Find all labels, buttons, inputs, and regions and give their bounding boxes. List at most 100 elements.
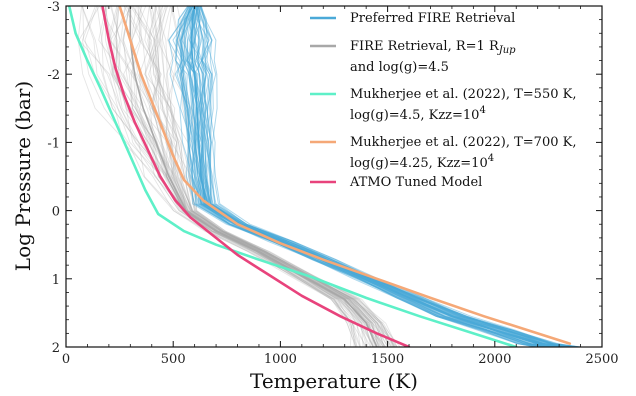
preferred-fire-sample-line xyxy=(178,6,556,347)
x-tick-label: 2000 xyxy=(478,352,511,367)
y-tick-label: -1 xyxy=(47,136,60,151)
legend-label: ATMO Tuned Model xyxy=(349,175,482,190)
ticks-layer: 0 500 1000 1500 2000 2500 -3 -2 -1 0 1 2 xyxy=(47,0,618,367)
preferred-fire-sample-line xyxy=(179,6,549,347)
fire-r1-sample-line xyxy=(96,6,357,347)
fire-r1-sample-line xyxy=(115,6,398,347)
preferred-fire-sample-line xyxy=(179,6,547,347)
preferred-fire-sample-line xyxy=(175,6,561,347)
fire-r1-sample-line xyxy=(147,6,398,347)
legend-entry-fire-r1: FIRE Retrieval, R=1 RJup and log(g)=4.5 xyxy=(310,39,516,75)
legend-entry-atmo: ATMO Tuned Model xyxy=(310,175,482,190)
preferred-fire-sample-line xyxy=(196,6,578,347)
preferred-fire-sample-line xyxy=(200,6,570,347)
fire-r1-sample-line xyxy=(158,6,395,347)
y-tick-label: 0 xyxy=(52,205,60,220)
preferred-fire-sample-line xyxy=(188,6,538,347)
fire-r1-sample-line xyxy=(167,6,392,347)
model-lines-layer xyxy=(67,6,572,347)
x-tick-label: 0 xyxy=(62,352,70,367)
preferred-fire-sample-line xyxy=(194,6,563,347)
fire-r1-median-line xyxy=(129,6,378,347)
preferred-fire-sample-line xyxy=(193,6,538,347)
fire-r1-sample-line xyxy=(130,6,392,347)
preferred-fire-sample-line xyxy=(200,6,582,347)
legend-entry-mukherjee-700: Mukherjee et al. (2022), T=700 K, log(g)… xyxy=(310,135,576,171)
x-tick-label: 1000 xyxy=(264,352,297,367)
mukherjee-700-line xyxy=(118,6,572,345)
legend-entry-mukherjee-550: Mukherjee et al. (2022), T=550 K, log(g)… xyxy=(310,87,576,123)
preferred-fire-sample-line xyxy=(184,6,572,347)
plot-frame xyxy=(65,5,603,348)
y-tick-label: 1 xyxy=(52,273,60,288)
fire-r1-sample-line xyxy=(132,6,384,347)
fire-r1-sample-line xyxy=(109,6,358,347)
legend-label: log(g)=4.25, Kzz=104 xyxy=(350,153,494,171)
legend-label: and log(g)=4.5 xyxy=(350,60,449,75)
y-axis-title: Log Pressure (bar) xyxy=(11,81,35,271)
legend-superscript: 4 xyxy=(479,105,485,116)
fire-r1-sample-line xyxy=(144,6,381,347)
fire-r1-sample-line xyxy=(123,6,374,347)
preferred-fire-sample-line xyxy=(179,6,545,347)
fire-r1-sample-line xyxy=(154,6,401,347)
preferred-fire-sample-line xyxy=(180,6,557,347)
legend-subscript: Jup xyxy=(497,45,516,56)
preferred-fire-sample-line xyxy=(188,6,545,347)
fire-r1-sample-line xyxy=(144,6,385,347)
fire-r1-sample-line xyxy=(148,6,386,347)
fire-r1-sample-line xyxy=(159,6,380,347)
fire-r1-sample-line xyxy=(122,6,386,347)
preferred-fire-sample-line xyxy=(188,6,565,347)
preferred-fire-sample-line xyxy=(187,6,575,347)
ensemble-layer xyxy=(77,6,582,347)
fire-r1-sample-line xyxy=(138,6,391,347)
x-axis-title: Temperature (K) xyxy=(250,369,418,393)
legend-superscript: 4 xyxy=(488,153,494,164)
preferred-fire-sample-line xyxy=(194,6,574,347)
legend-label: FIRE Retrieval, R=1 RJup xyxy=(350,39,516,56)
fire-r1-sample-line xyxy=(176,6,394,347)
x-tick-label: 500 xyxy=(161,352,186,367)
legend-label: Preferred FIRE Retrieval xyxy=(350,11,515,26)
preferred-fire-sample-line xyxy=(197,6,579,347)
preferred-fire-sample-line xyxy=(167,6,543,347)
preferred-fire-sample-line xyxy=(174,6,545,347)
fire-r1-sample-line xyxy=(81,6,397,347)
x-tick-label: 1500 xyxy=(371,352,404,367)
fire-r1-sample-line xyxy=(77,6,367,347)
preferred-fire-sample-line xyxy=(186,6,538,347)
legend-label: Mukherjee et al. (2022), T=700 K, xyxy=(350,135,576,150)
mukherjee-550-line xyxy=(67,6,518,347)
preferred-fire-sample-line xyxy=(198,6,573,347)
fire-r1-sample-line xyxy=(154,6,389,347)
fire-r1-sample-line xyxy=(131,6,398,347)
y-tick-label: 2 xyxy=(52,341,60,356)
fire-r1-sample-line xyxy=(81,6,357,347)
fire-r1-sample-line xyxy=(165,6,389,347)
legend-label: Mukherjee et al. (2022), T=550 K, xyxy=(350,87,576,102)
y-tick-label: -3 xyxy=(47,0,60,15)
preferred-fire-sample-line xyxy=(196,6,572,347)
preferred-fire-sample-line xyxy=(176,6,535,347)
preferred-fire-sample-line xyxy=(193,6,536,347)
atmo-line xyxy=(101,6,411,347)
preferred-fire-sample-line xyxy=(196,6,577,347)
fire-r1-sample-line xyxy=(166,6,382,347)
legend: Preferred FIRE Retrieval FIRE Retrieval, … xyxy=(310,11,576,190)
fire-r1-sample-line xyxy=(105,6,374,347)
preferred-fire-sample-line xyxy=(197,6,573,347)
preferred-fire-sample-line xyxy=(194,6,570,347)
preferred-fire-sample-line xyxy=(168,6,553,347)
preferred-fire-sample-line xyxy=(186,6,551,347)
y-tick-label: -2 xyxy=(47,68,60,83)
preferred-fire-sample-line xyxy=(188,6,579,347)
fire-r1-sample-line xyxy=(148,6,377,347)
fire-r1-sample-line xyxy=(137,6,396,347)
fire-r1-sample-line xyxy=(131,6,368,347)
fire-r1-sample-line xyxy=(161,6,380,347)
x-tick-label: 2500 xyxy=(585,352,618,367)
preferred-fire-sample-line xyxy=(198,6,577,347)
